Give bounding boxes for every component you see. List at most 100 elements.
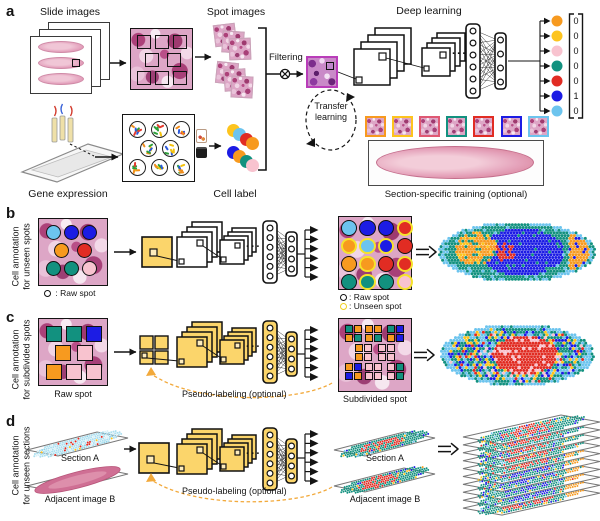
raw-spot-square <box>86 364 102 380</box>
spot-outline <box>173 71 187 85</box>
gene-read-segment <box>164 151 170 155</box>
subdivided-grid <box>345 363 362 380</box>
tissue-section-thumb <box>38 73 84 85</box>
stack-layer <box>462 422 600 453</box>
gene-read-segment <box>137 128 143 133</box>
training-patch <box>365 116 386 137</box>
output-spot-circle <box>378 273 395 291</box>
filtered-spot-image <box>306 56 338 88</box>
subspot-square <box>387 372 395 380</box>
stack-layer <box>462 461 600 492</box>
gene-expression-label: Gene expression <box>28 188 108 200</box>
gene-spot-circle <box>129 159 146 176</box>
slide-histology-image <box>130 28 193 90</box>
raw-spot-square <box>66 326 82 342</box>
subspot-square <box>374 363 382 371</box>
output-spot-circle <box>378 219 395 237</box>
output-spot-circle <box>396 219 413 237</box>
raw-spot-circle <box>45 224 61 240</box>
spot-outline <box>137 35 151 49</box>
output-spot-circle <box>340 219 358 237</box>
class-dot-orange <box>551 15 563 27</box>
spot-images-title: Spot images <box>206 6 266 18</box>
tissue-section-thumb <box>38 41 84 53</box>
subspot-square <box>387 353 395 361</box>
output-spot-circle <box>396 255 413 273</box>
raw-spot-square <box>86 326 102 342</box>
gene-read-segment <box>165 146 170 151</box>
pseudo-arrowhead-c <box>146 367 156 376</box>
panel-b-fc <box>262 220 298 284</box>
cnn-ellipsis-b: ··· <box>246 241 262 253</box>
raw-spot-square <box>55 345 71 361</box>
raw-spot-circle <box>81 260 97 276</box>
cnn-ellipsis-a: ··· <box>452 48 468 60</box>
annotation-map-b <box>438 223 596 281</box>
training-patch <box>473 116 495 137</box>
input-spot-b <box>141 236 173 268</box>
annotated-spot-histology-b <box>338 216 413 291</box>
raw-spot-circle <box>53 242 69 258</box>
black-cube-icon <box>196 147 207 158</box>
output-spot-circle <box>396 237 413 255</box>
panel-c-side-label: Cell annotation for subdivided spots <box>10 319 32 400</box>
reagent-tube <box>59 115 66 141</box>
reagent-tube <box>51 117 58 143</box>
class-dot-blue <box>551 90 563 102</box>
subspot-square <box>396 334 404 342</box>
subdivided-grid <box>345 325 362 342</box>
training-section-tissue <box>376 146 534 179</box>
output-spot-circle <box>340 237 358 255</box>
gene-spot-circle <box>140 140 157 157</box>
panel-c-output-fan <box>297 326 319 381</box>
stack-layer <box>462 477 600 508</box>
subspot-square <box>345 325 353 333</box>
class-dot-pink <box>551 45 563 57</box>
gene-read-segment <box>169 143 174 147</box>
output-spot-circle <box>396 273 413 291</box>
annotation-map-c <box>440 325 595 386</box>
loop-arrowhead <box>306 138 315 147</box>
subspot-square <box>396 363 404 371</box>
panel-b-side-label: Cell annotation for unseen spots <box>10 223 32 290</box>
training-patch <box>392 116 414 137</box>
adjacent-b-label-in: Adjacent image B <box>44 494 116 504</box>
gene-spot-circle <box>162 140 179 157</box>
rna-squiggle <box>53 105 57 117</box>
subdivided-spot-histology <box>338 318 412 392</box>
subdivided-grid <box>387 325 404 342</box>
subspot-square <box>345 372 353 380</box>
section-a-label-in: Section A <box>60 453 100 463</box>
subspot-square <box>396 325 404 333</box>
cell-label-label: Cell label <box>213 188 257 200</box>
raw-spot-circle <box>76 242 92 258</box>
cnn-stack-a1 <box>353 27 412 86</box>
gene-read-segment <box>180 163 186 168</box>
transfer-learning-line1: Transfer <box>314 101 348 111</box>
raw-spot-swatch <box>340 294 347 301</box>
class-value: 0 <box>573 15 579 26</box>
input-section-d <box>138 442 170 474</box>
result-arrow <box>414 348 435 362</box>
subspot-square <box>374 325 382 333</box>
subspot-square <box>364 353 372 361</box>
raw-spot-circle <box>81 224 97 240</box>
input-subspot-c <box>139 335 154 350</box>
spot-outline <box>145 53 159 67</box>
gene-spot-circle <box>173 159 190 176</box>
gene-read-segment <box>132 168 136 174</box>
gene-spot-circle <box>151 159 168 176</box>
class-dot-red <box>551 75 563 87</box>
stack-layer <box>462 446 600 477</box>
subspot-square <box>378 344 386 352</box>
class-dot-yellow <box>551 30 563 42</box>
result-arrow <box>438 442 459 456</box>
rna-squiggle <box>60 103 64 115</box>
pseudo-label-d: Pseudo-labeling (optional) <box>182 486 287 496</box>
cell-label-dot-pink <box>246 159 259 172</box>
output-spot-circle <box>378 237 395 255</box>
spot-outline <box>155 35 169 49</box>
spot-outline <box>155 71 169 85</box>
reagent-jar-icon <box>196 129 207 143</box>
